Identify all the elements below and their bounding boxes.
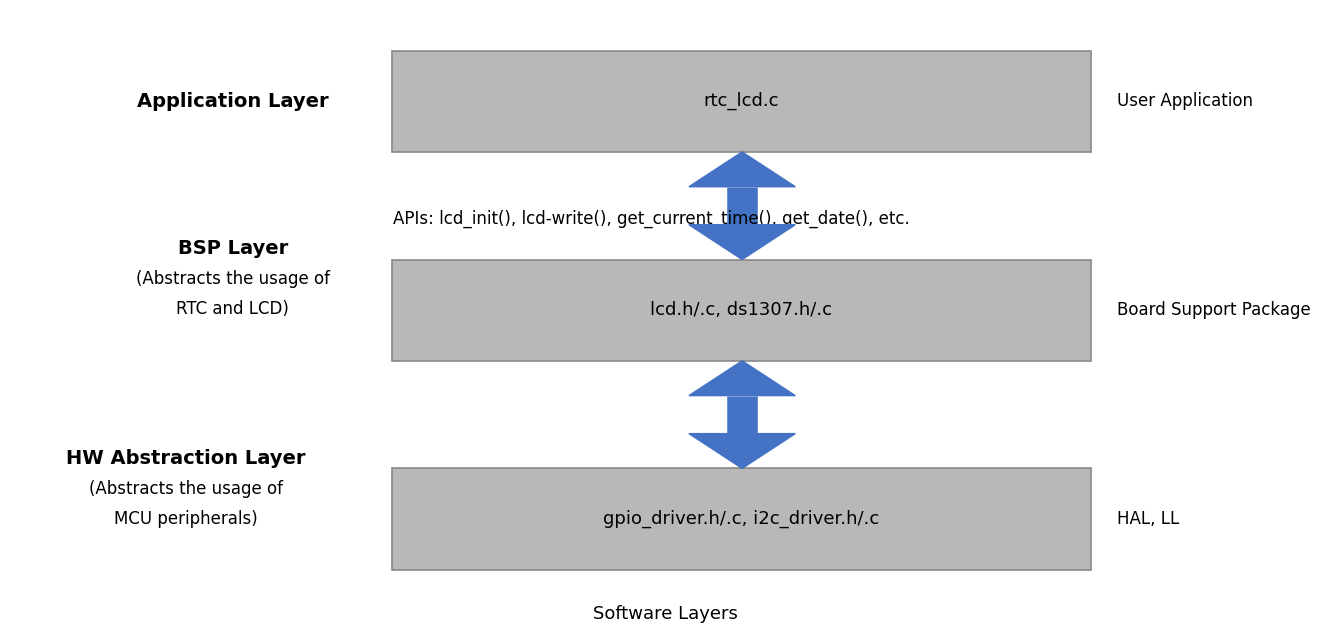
- Text: lcd.h/.c, ds1307.h/.c: lcd.h/.c, ds1307.h/.c: [650, 301, 833, 319]
- Polygon shape: [689, 152, 795, 187]
- Polygon shape: [689, 361, 795, 396]
- Polygon shape: [689, 434, 795, 468]
- Text: (Abstracts the usage of: (Abstracts the usage of: [89, 480, 283, 498]
- Text: HW Abstraction Layer: HW Abstraction Layer: [66, 449, 306, 468]
- Polygon shape: [689, 225, 795, 260]
- Bar: [392, 468, 1091, 570]
- Text: Software Layers: Software Layers: [593, 605, 737, 623]
- Text: APIs: lcd_init(), lcd-write(), get_current_time(), get_date(), etc.: APIs: lcd_init(), lcd-write(), get_curre…: [394, 210, 910, 227]
- Text: rtc_lcd.c: rtc_lcd.c: [704, 92, 779, 110]
- Text: Application Layer: Application Layer: [137, 92, 329, 111]
- Bar: [392, 51, 1091, 152]
- Bar: [392, 260, 1091, 361]
- Text: User Application: User Application: [1117, 92, 1253, 110]
- Text: MCU peripherals): MCU peripherals): [114, 510, 258, 528]
- Text: RTC and LCD): RTC and LCD): [177, 300, 289, 318]
- Text: BSP Layer: BSP Layer: [178, 239, 287, 258]
- Text: Board Support Package: Board Support Package: [1117, 301, 1311, 319]
- Text: HAL, LL: HAL, LL: [1117, 510, 1180, 528]
- Text: (Abstracts the usage of: (Abstracts the usage of: [136, 270, 330, 287]
- Text: gpio_driver.h/.c, i2c_driver.h/.c: gpio_driver.h/.c, i2c_driver.h/.c: [604, 510, 879, 528]
